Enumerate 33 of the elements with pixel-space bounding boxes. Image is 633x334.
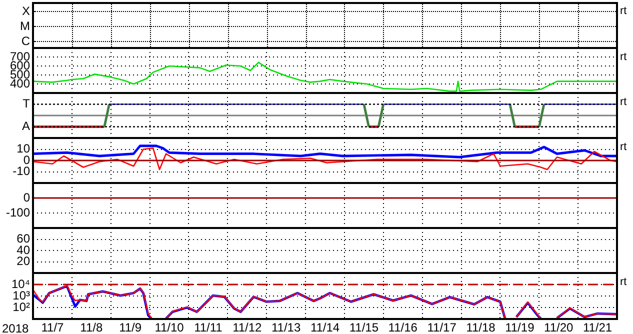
y-tick-label: 10²	[12, 300, 30, 314]
ref-line-label: A	[22, 119, 30, 134]
x-tick-label: 11/14	[310, 320, 340, 334]
y-tick-label: -100	[6, 205, 30, 220]
text: rt	[620, 5, 627, 18]
y-tick-label: 0	[23, 190, 30, 204]
x-tick-label: 11/11	[194, 320, 223, 334]
x-tick-label: 11/7	[41, 320, 64, 334]
x-tick-label: 11/16	[388, 320, 418, 334]
x-tick-label: 11/13	[271, 320, 301, 334]
x-tick-label: 11/8	[80, 320, 103, 334]
y-tick-label: -10	[12, 164, 30, 178]
text: rt	[620, 276, 627, 288]
x-tick-label: 11/9	[119, 320, 142, 334]
x-tick-label: 11/15	[349, 320, 379, 334]
x-axis-title: 2018	[2, 321, 30, 334]
category-label: M	[20, 18, 30, 32]
ref-line-label: T	[22, 96, 31, 111]
x-tick-label: 11/18	[466, 320, 496, 334]
text: rt	[620, 96, 627, 108]
x-tick-label: 11/21	[582, 320, 612, 334]
x-tick-label: 11/19	[505, 320, 535, 334]
y-tick-label: 20	[16, 254, 30, 268]
y-tick-label: 10³	[12, 288, 30, 302]
x-tick-label: 11/20	[544, 320, 574, 334]
x-tick-label: 11/12	[232, 320, 262, 334]
category-label: X	[22, 4, 30, 18]
text: rt	[620, 141, 627, 154]
text: rt	[620, 51, 627, 64]
x-tick-label: 11/10	[154, 320, 184, 334]
category-label: C	[21, 34, 30, 48]
x-tick-label: 11/17	[427, 320, 457, 334]
y-tick-label: 10⁴	[11, 276, 30, 291]
